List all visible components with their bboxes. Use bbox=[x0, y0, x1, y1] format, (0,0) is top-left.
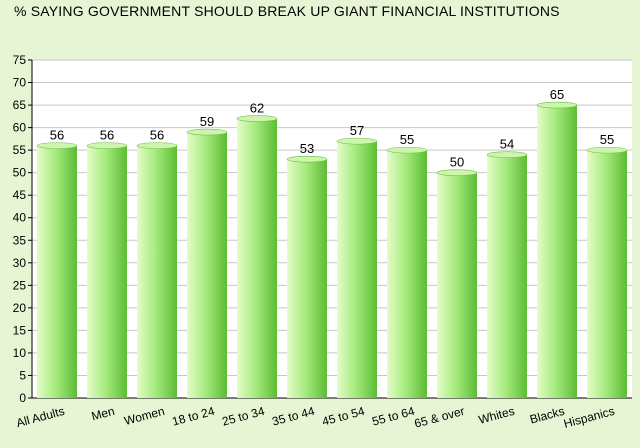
data-label: 57 bbox=[350, 123, 364, 138]
bar-top bbox=[186, 128, 228, 136]
bar bbox=[386, 146, 428, 398]
bar-top bbox=[536, 101, 578, 109]
bar-body bbox=[287, 159, 327, 398]
data-label: 56 bbox=[150, 128, 164, 143]
bar bbox=[136, 142, 178, 398]
y-tick-label: 75 bbox=[13, 53, 27, 67]
x-tick-label: 35 to 44 bbox=[271, 404, 317, 429]
y-tick-label: 70 bbox=[13, 76, 27, 90]
bar bbox=[486, 151, 528, 398]
data-label: 55 bbox=[400, 132, 414, 147]
bar-top bbox=[586, 146, 628, 154]
bar bbox=[186, 128, 228, 398]
bar-body bbox=[237, 118, 277, 398]
bar-top bbox=[236, 115, 278, 122]
bar bbox=[286, 155, 328, 398]
bar-top bbox=[386, 146, 428, 154]
y-tick-label: 25 bbox=[13, 278, 27, 292]
y-tick-label: 45 bbox=[13, 188, 27, 202]
data-label: 56 bbox=[100, 128, 114, 143]
bar-body bbox=[37, 145, 77, 398]
x-tick-label: All Adults bbox=[15, 404, 66, 430]
bar-body bbox=[337, 141, 377, 398]
bar bbox=[536, 101, 578, 399]
x-tick-label: 25 to 34 bbox=[221, 404, 267, 429]
y-tick-label: 15 bbox=[13, 323, 27, 337]
bar-body bbox=[187, 132, 227, 398]
y-tick-label: 50 bbox=[13, 166, 27, 180]
bar-body bbox=[387, 150, 427, 398]
y-tick-label: 35 bbox=[13, 233, 27, 247]
x-tick-label: 65 & over bbox=[413, 404, 466, 431]
bar-body bbox=[137, 145, 177, 398]
x-tick-label: Whites bbox=[477, 404, 516, 427]
y-tick-label: 5 bbox=[19, 368, 26, 382]
bar-top bbox=[36, 142, 78, 149]
bar bbox=[36, 142, 78, 398]
x-tick-label: Blacks bbox=[528, 404, 566, 427]
y-tick-label: 65 bbox=[13, 98, 27, 112]
y-tick-label: 55 bbox=[13, 143, 27, 157]
bar-body bbox=[587, 150, 627, 398]
data-label: 53 bbox=[300, 141, 314, 156]
y-tick-label: 20 bbox=[13, 301, 27, 315]
data-label: 50 bbox=[450, 155, 464, 170]
data-label: 54 bbox=[500, 137, 514, 152]
bar-body bbox=[487, 154, 527, 398]
bar-top bbox=[286, 155, 328, 163]
bar-top bbox=[136, 142, 178, 149]
bar-body bbox=[87, 145, 127, 398]
y-tick-label: 0 bbox=[19, 391, 26, 405]
plot-area bbox=[32, 60, 632, 398]
x-tick-label: Women bbox=[123, 404, 166, 428]
bar bbox=[586, 146, 628, 398]
x-tick-label: Hispanics bbox=[562, 404, 616, 431]
bar bbox=[236, 115, 278, 398]
y-tick-label: 10 bbox=[13, 346, 27, 360]
x-tick-label: 55 to 64 bbox=[371, 404, 417, 429]
bar bbox=[436, 169, 478, 398]
data-label: 62 bbox=[250, 101, 264, 116]
x-tick-label: 45 to 54 bbox=[321, 404, 367, 429]
bar-top bbox=[486, 151, 528, 158]
bar-top bbox=[336, 137, 378, 145]
bar bbox=[336, 137, 378, 398]
data-label: 59 bbox=[200, 114, 214, 129]
data-label: 65 bbox=[550, 87, 564, 102]
bar bbox=[86, 142, 128, 398]
chart-title: % SAYING GOVERNMENT SHOULD BREAK UP GIAN… bbox=[14, 3, 560, 19]
bar-top bbox=[436, 169, 478, 176]
data-label: 55 bbox=[600, 132, 614, 147]
y-tick-label: 30 bbox=[13, 256, 27, 270]
y-tick-label: 60 bbox=[13, 121, 27, 135]
x-tick-label: 18 to 24 bbox=[171, 404, 217, 429]
x-tick-label: Men bbox=[90, 404, 116, 424]
data-label: 56 bbox=[50, 128, 64, 143]
bar-body bbox=[537, 105, 577, 399]
bar-body bbox=[437, 172, 477, 398]
bar-top bbox=[86, 142, 128, 149]
y-tick-label: 40 bbox=[13, 211, 27, 225]
